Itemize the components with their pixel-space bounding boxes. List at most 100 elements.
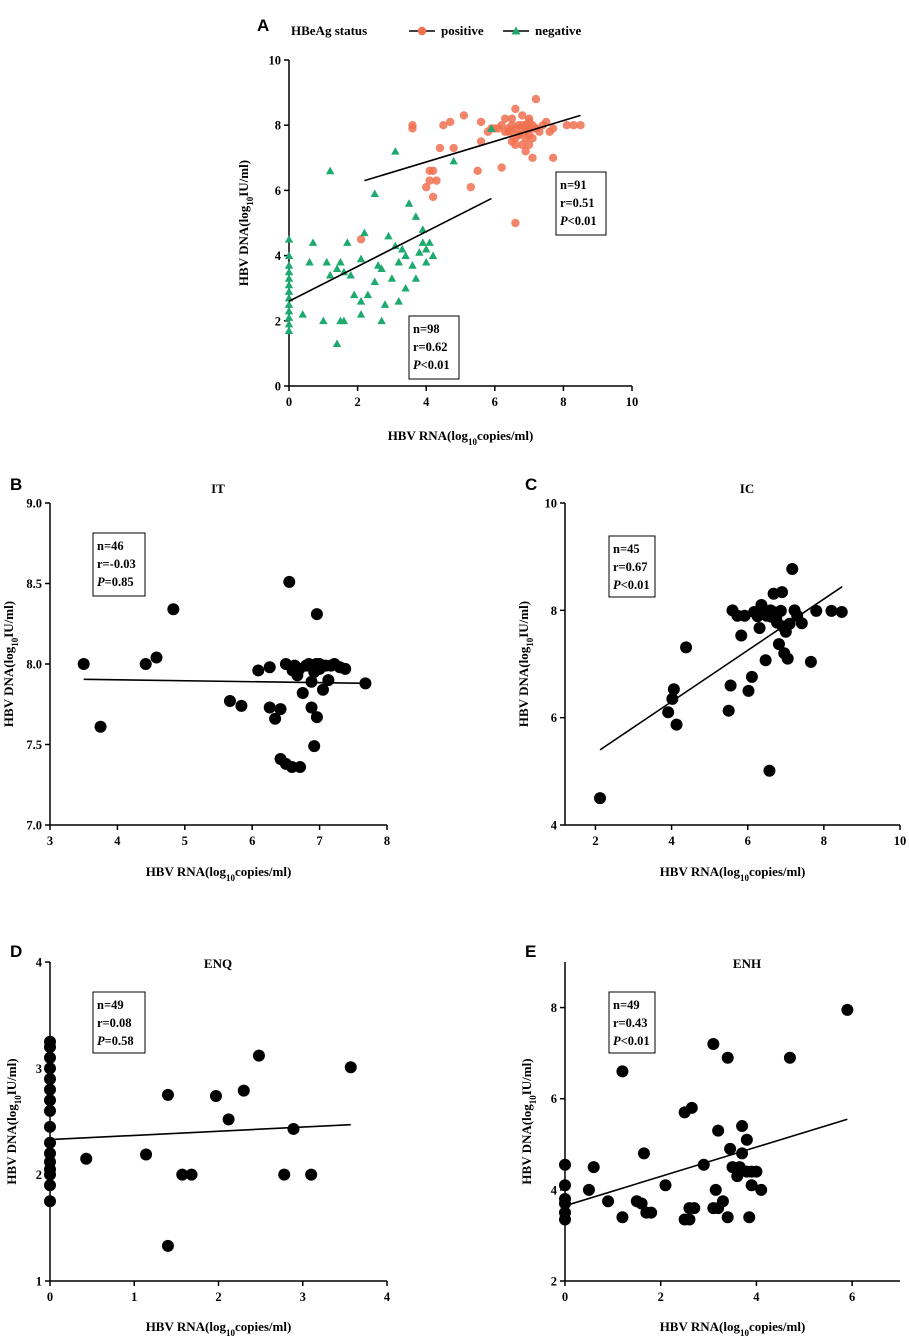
data-point-positive (466, 182, 475, 192)
data-point (707, 1038, 720, 1051)
data-point-negative (380, 300, 390, 308)
y-tick-label: 8 (551, 604, 557, 618)
data-point (721, 1211, 734, 1224)
data-point (44, 1120, 56, 1133)
data-point (616, 1211, 629, 1224)
data-point (841, 1003, 854, 1016)
y-tick-label: 0 (275, 380, 281, 394)
data-point (263, 701, 276, 714)
data-point (176, 1168, 189, 1181)
legend: HBeAg status positive negative (291, 23, 581, 38)
y-axis-title: HBV DNA(log10IU/ml) (236, 160, 255, 286)
data-point (252, 664, 265, 677)
x-tick-label: 1 (131, 1290, 137, 1304)
x-axis-title: HBV RNA(log10copies/ml) (388, 428, 534, 447)
x-tick-label: 6 (745, 834, 751, 848)
data-point-negative (411, 274, 421, 282)
data-point-positive (425, 176, 434, 185)
data-point-positive (548, 124, 558, 133)
data-point (150, 651, 163, 664)
data-point-negative (360, 228, 369, 237)
data-point-negative (397, 244, 407, 253)
data-point (161, 1088, 174, 1101)
data-point (760, 609, 773, 622)
data-point (559, 1158, 571, 1171)
data-point-negative (332, 339, 342, 347)
stat-n: n=98 (413, 322, 440, 336)
data-point (666, 692, 679, 705)
y-tick-label: 3 (36, 1062, 42, 1076)
data-point-positive (562, 121, 572, 130)
data-point-negative (298, 310, 307, 318)
data-point (339, 662, 352, 675)
data-point (683, 1213, 696, 1226)
data-point (635, 1197, 648, 1210)
stat-p: P<0.01 (413, 358, 450, 372)
x-tick-label: 6 (492, 395, 498, 409)
data-point (185, 1168, 198, 1181)
regression-line (564, 1118, 848, 1207)
stat-p: P<0.01 (560, 214, 597, 228)
stat-p: P<0.01 (613, 1034, 650, 1048)
y-tick-label: 2 (275, 314, 281, 328)
stats-box-frame (608, 535, 656, 598)
stat-n: n=49 (613, 998, 640, 1012)
data-point (637, 1147, 650, 1160)
data-point-negative (394, 297, 403, 305)
data-point (659, 1179, 672, 1192)
data-point (750, 1165, 763, 1178)
x-tick-label: 7 (316, 834, 322, 848)
y-tick-label: 10 (545, 497, 558, 511)
data-point (296, 686, 309, 699)
x-tick-label: 10 (894, 834, 907, 848)
data-point (742, 684, 755, 697)
data-point-negative (377, 316, 386, 325)
data-point (587, 1161, 600, 1174)
data-point-negative (401, 284, 410, 292)
stat-r: r=-0.03 (97, 557, 136, 571)
data-point-positive (511, 218, 520, 228)
legend-marker-triangle (511, 26, 521, 35)
stat-n: n=45 (613, 542, 640, 556)
data-point (667, 683, 680, 696)
data-point-positive (356, 235, 366, 244)
data-point-negative (356, 297, 366, 305)
data-point (670, 718, 683, 731)
y-axis-title: HBV DNA(log10IU/ml) (516, 601, 535, 727)
stat-r: r=0.51 (560, 196, 595, 210)
data-point-positive (542, 117, 551, 127)
data-point (263, 661, 276, 674)
data-point (305, 1168, 318, 1181)
data-point (559, 1206, 571, 1219)
data-point (140, 1148, 153, 1161)
data-point-negative (284, 251, 294, 259)
data-point-negative (284, 267, 294, 276)
stats-box-frame (555, 171, 607, 236)
data-point-positive (548, 153, 558, 162)
data-point (305, 701, 318, 714)
data-point-negative (356, 254, 366, 263)
data-point (310, 658, 323, 670)
data-point-positive (408, 121, 417, 130)
stats-box-frame (92, 532, 146, 597)
x-tick-label: 5 (182, 834, 188, 848)
data-point-negative (339, 316, 349, 325)
x-tick-label: 0 (286, 395, 292, 409)
data-point-negative (387, 274, 397, 282)
data-point-negative (346, 270, 355, 279)
data-point-negative (391, 241, 400, 250)
x-axis-title: HBV RNA(log10copies/ml) (660, 1319, 806, 1338)
y-tick-label: 4 (275, 249, 282, 263)
x-tick-label: 8 (560, 395, 566, 409)
data-point-positive (511, 140, 520, 149)
data-point (688, 1202, 701, 1215)
data-point-positive (528, 153, 537, 162)
stat-p: P=0.85 (97, 575, 134, 589)
x-tick-label: 3 (300, 1290, 306, 1304)
data-point-positive (511, 104, 520, 114)
data-point (738, 609, 751, 622)
data-point-negative (319, 316, 328, 325)
panel-c: C IC 2 4 6 8 10 4 6 8 10 HBV RNA(log10copies/ml) HBV… (516, 475, 906, 883)
